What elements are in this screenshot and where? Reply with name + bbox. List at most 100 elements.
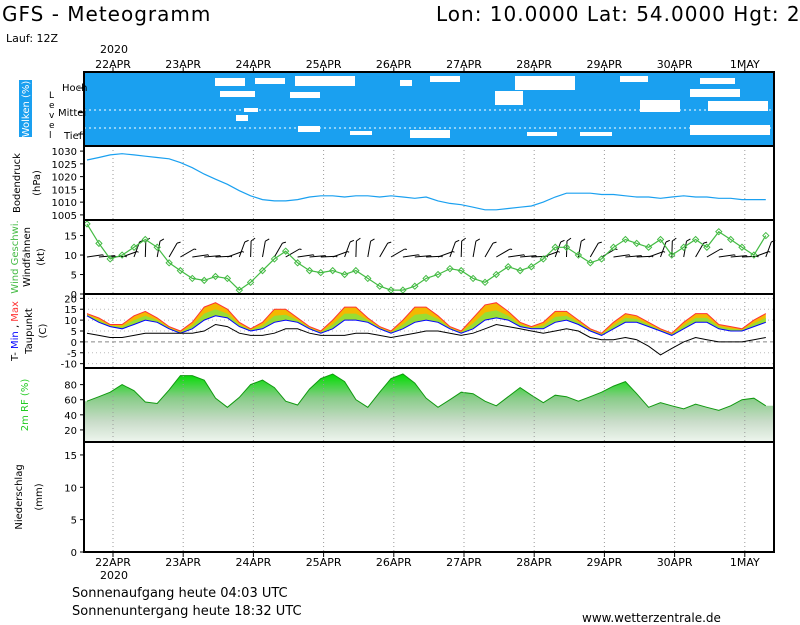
cloud-gap-5 xyxy=(515,76,575,90)
wind-barb-34 xyxy=(484,242,494,258)
wind-speed-point-57 xyxy=(750,251,758,259)
pressure-unit-part-0: (hPa) xyxy=(32,170,43,196)
wind-barb-flag-44 xyxy=(615,248,618,250)
cloud-gap-9 xyxy=(290,92,320,98)
wind-speed-point-47 xyxy=(632,239,641,248)
x-tick-top-23APR: 23APR xyxy=(165,58,201,71)
wind-speed-point-9 xyxy=(188,274,197,283)
cloud-level-letter-3: e xyxy=(49,121,55,131)
model-run: Lauf: 12Z xyxy=(6,32,59,45)
wind-speed-point-35 xyxy=(492,270,500,279)
wind-barb-flag-0 xyxy=(102,254,104,256)
temp-ytick-label--5: -5 xyxy=(67,349,77,360)
wind-speed-point-48 xyxy=(644,243,653,251)
wind-speed-point-1 xyxy=(95,239,103,248)
wind-speed-point-6 xyxy=(153,243,161,251)
rh-ytick-label-60: 60 xyxy=(64,396,77,407)
x-tick-bottom-1MAY: 1MAY xyxy=(730,556,760,569)
wind-barb-24 xyxy=(367,241,372,258)
wind-barb-58 xyxy=(765,241,772,258)
x-tick-bottom-30APR: 30APR xyxy=(657,556,693,569)
wind-barb-17 xyxy=(285,248,300,258)
cloud-level-letter-0: L xyxy=(49,91,54,101)
wind-speed-line xyxy=(86,223,767,291)
x-tick-bottom-27APR: 27APR xyxy=(446,556,482,569)
wind-speed-point-50 xyxy=(668,251,676,259)
wind-speed-point-44 xyxy=(597,255,606,263)
temp-ytick-label-5: 5 xyxy=(71,327,77,338)
wind-barb-flag-41 xyxy=(566,237,572,242)
pressure-ytick-label-1020: 1020 xyxy=(52,173,77,184)
wind-barb-23 xyxy=(355,240,357,258)
wind-barb-flag-25 xyxy=(387,241,392,244)
temp-unit: (C) xyxy=(38,324,49,339)
cloud-gap-17 xyxy=(527,132,557,136)
wind-speed-point-14 xyxy=(246,278,255,287)
wind-speed-point-16 xyxy=(270,255,279,263)
wind-barb-flag-36 xyxy=(523,254,526,256)
year-label-top: 2020 xyxy=(100,43,128,56)
temp-unit-text: (C) xyxy=(38,324,49,339)
rh-ylabel-text: 2m RF (%) xyxy=(20,379,31,432)
pressure-ytick-label-1010: 1010 xyxy=(52,198,77,209)
temp-ylabel: T- Min , Max xyxy=(10,301,21,362)
wind-barb-5 xyxy=(144,240,147,258)
x-tick-bottom-22APR: 22APR xyxy=(95,556,131,569)
cloud-level-high: Hoch xyxy=(62,83,87,94)
temp-ytick-label-15: 15 xyxy=(64,305,77,316)
wind-speed-point-37 xyxy=(516,266,524,275)
wind-barb-flag-42 xyxy=(580,238,586,242)
wind-barb-flag-27 xyxy=(418,254,420,256)
wind-ylabel-part-1: Geschwi. xyxy=(10,220,21,268)
wind-barb-37 xyxy=(520,255,537,258)
wind-speed-point-11 xyxy=(211,272,220,281)
x-tick-top-22APR: 22APR xyxy=(95,58,131,71)
wind-speed-point-46 xyxy=(621,235,630,244)
wind-speed-point-29 xyxy=(422,274,430,283)
wind-unit: (kt) xyxy=(36,248,47,266)
wind-barb-flag-40 xyxy=(560,239,565,243)
wind-speed-point-51 xyxy=(679,243,688,251)
wind-barb-48 xyxy=(648,251,664,258)
wind-barb-33 xyxy=(472,241,477,258)
wind-speed-point-23 xyxy=(352,266,360,275)
wind-barb-21 xyxy=(332,251,348,258)
wind-barb-16 xyxy=(273,242,283,258)
wind-barb-flag-43 xyxy=(598,241,602,244)
panel-frame-5 xyxy=(83,441,775,553)
cloud-level-letter-2: v xyxy=(49,111,55,121)
temp-ylabel-dew-part-0: Taupunkt xyxy=(24,308,35,355)
wind-speed-point-25 xyxy=(376,282,384,290)
temp-ytick-label--10: -10 xyxy=(61,360,77,371)
pressure-ytick-label-1030: 1030 xyxy=(52,147,77,158)
wind-barb-flag-22 xyxy=(349,239,355,243)
temp-ylabel-dew-text: Taupunkt xyxy=(24,308,35,355)
wind-barb-flag-13 xyxy=(244,239,249,243)
wind-speed-point-19 xyxy=(305,266,314,275)
wind-barb-10 xyxy=(204,255,221,258)
wind-speed-point-39 xyxy=(539,255,548,263)
wind-speed-point-58 xyxy=(762,231,770,240)
wind-speed-point-12 xyxy=(223,274,232,283)
wind-barb-flag-23 xyxy=(356,237,361,242)
x-tick-bottom-24APR: 24APR xyxy=(235,556,271,569)
cloud-gap-8 xyxy=(220,91,255,97)
wind-barb-flag-52 xyxy=(703,241,708,244)
wind-barb-flag-6 xyxy=(159,238,165,242)
wind-barb-28 xyxy=(414,255,431,258)
cloud-gap-21 xyxy=(236,115,248,121)
cloud-gap-10 xyxy=(495,91,523,105)
precip-ytick-label-10: 10 xyxy=(64,483,77,494)
wind-barb-14 xyxy=(250,240,252,258)
wind-speed-point-20 xyxy=(317,268,325,277)
wind-barb-flag-21 xyxy=(347,251,350,253)
rh-ytick-label-20: 20 xyxy=(64,426,77,437)
wind-barb-flag-51 xyxy=(686,238,691,242)
cloud-level-letter-1: e xyxy=(49,101,55,111)
wind-speed-point-30 xyxy=(434,270,442,279)
precip-ytick-label-0: 0 xyxy=(71,548,77,559)
wind-ytick-label-0: 0 xyxy=(71,290,77,301)
wind-barb-flag-4 xyxy=(139,239,144,243)
precip-unit: (mm) xyxy=(34,483,45,510)
cloud-gap-2 xyxy=(295,76,355,86)
